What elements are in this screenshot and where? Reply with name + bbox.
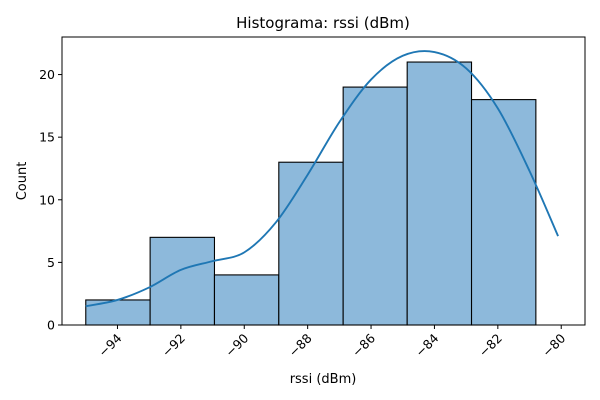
- histogram-bar: [213, 274, 280, 326]
- y-axis-ticks: 0 5 10 15 20: [39, 67, 62, 333]
- histogram-bars: [85, 61, 537, 326]
- histogram-bar: [470, 99, 537, 326]
- kde-line: [85, 50, 559, 308]
- y-tick-label: 20: [39, 67, 55, 82]
- histogram-bar: [278, 161, 344, 326]
- histogram-bar: [406, 61, 473, 326]
- y-tick-label: 10: [39, 192, 55, 207]
- y-axis-label: Count: [15, 162, 30, 201]
- histogram-bar: [342, 86, 408, 326]
- plot-frame: [61, 36, 586, 326]
- x-axis-label: rssi (dBm): [290, 372, 357, 387]
- y-tick-label: 5: [47, 255, 55, 270]
- y-tick-label: 0: [47, 318, 55, 333]
- chart-title: Histograma: rssi (dBm): [236, 14, 410, 32]
- y-tick-label: 15: [39, 130, 55, 145]
